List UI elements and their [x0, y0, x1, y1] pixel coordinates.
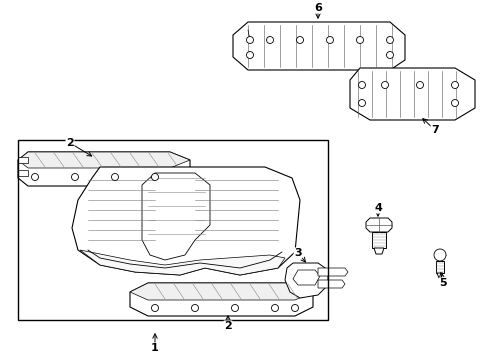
Polygon shape — [142, 173, 210, 260]
Circle shape — [292, 305, 298, 311]
Polygon shape — [350, 68, 475, 120]
Polygon shape — [18, 170, 28, 176]
Circle shape — [271, 305, 278, 311]
Polygon shape — [366, 218, 392, 232]
Text: 3: 3 — [294, 248, 302, 258]
Circle shape — [246, 36, 253, 44]
Polygon shape — [293, 270, 320, 285]
Polygon shape — [372, 232, 386, 248]
Circle shape — [359, 99, 366, 107]
Circle shape — [382, 81, 389, 89]
Polygon shape — [437, 273, 443, 278]
Circle shape — [231, 305, 239, 311]
Circle shape — [151, 174, 158, 180]
Text: 5: 5 — [439, 278, 447, 288]
Polygon shape — [318, 280, 345, 288]
Circle shape — [451, 81, 459, 89]
Text: 7: 7 — [431, 125, 439, 135]
Polygon shape — [72, 167, 300, 275]
Polygon shape — [18, 152, 190, 168]
Polygon shape — [318, 268, 348, 276]
Text: 4: 4 — [374, 203, 382, 213]
Circle shape — [151, 305, 158, 311]
Circle shape — [387, 51, 393, 59]
Circle shape — [267, 36, 273, 44]
Circle shape — [192, 305, 198, 311]
Circle shape — [112, 174, 119, 180]
Polygon shape — [285, 263, 328, 298]
Text: 1: 1 — [151, 343, 159, 353]
Text: 2: 2 — [66, 138, 74, 148]
Circle shape — [326, 36, 334, 44]
Polygon shape — [80, 250, 285, 275]
Circle shape — [359, 81, 366, 89]
Circle shape — [246, 51, 253, 59]
Circle shape — [387, 36, 393, 44]
Circle shape — [434, 249, 446, 261]
Polygon shape — [130, 283, 313, 300]
Circle shape — [451, 99, 459, 107]
Circle shape — [72, 174, 78, 180]
Text: 2: 2 — [224, 321, 232, 331]
Polygon shape — [436, 261, 444, 273]
Polygon shape — [130, 283, 313, 316]
Polygon shape — [233, 22, 405, 70]
Circle shape — [31, 174, 39, 180]
Circle shape — [416, 81, 423, 89]
Text: 6: 6 — [314, 3, 322, 13]
Polygon shape — [374, 248, 384, 254]
Circle shape — [296, 36, 303, 44]
Bar — [18, 140, 328, 320]
Circle shape — [357, 36, 364, 44]
Polygon shape — [18, 152, 190, 186]
Polygon shape — [18, 157, 28, 163]
